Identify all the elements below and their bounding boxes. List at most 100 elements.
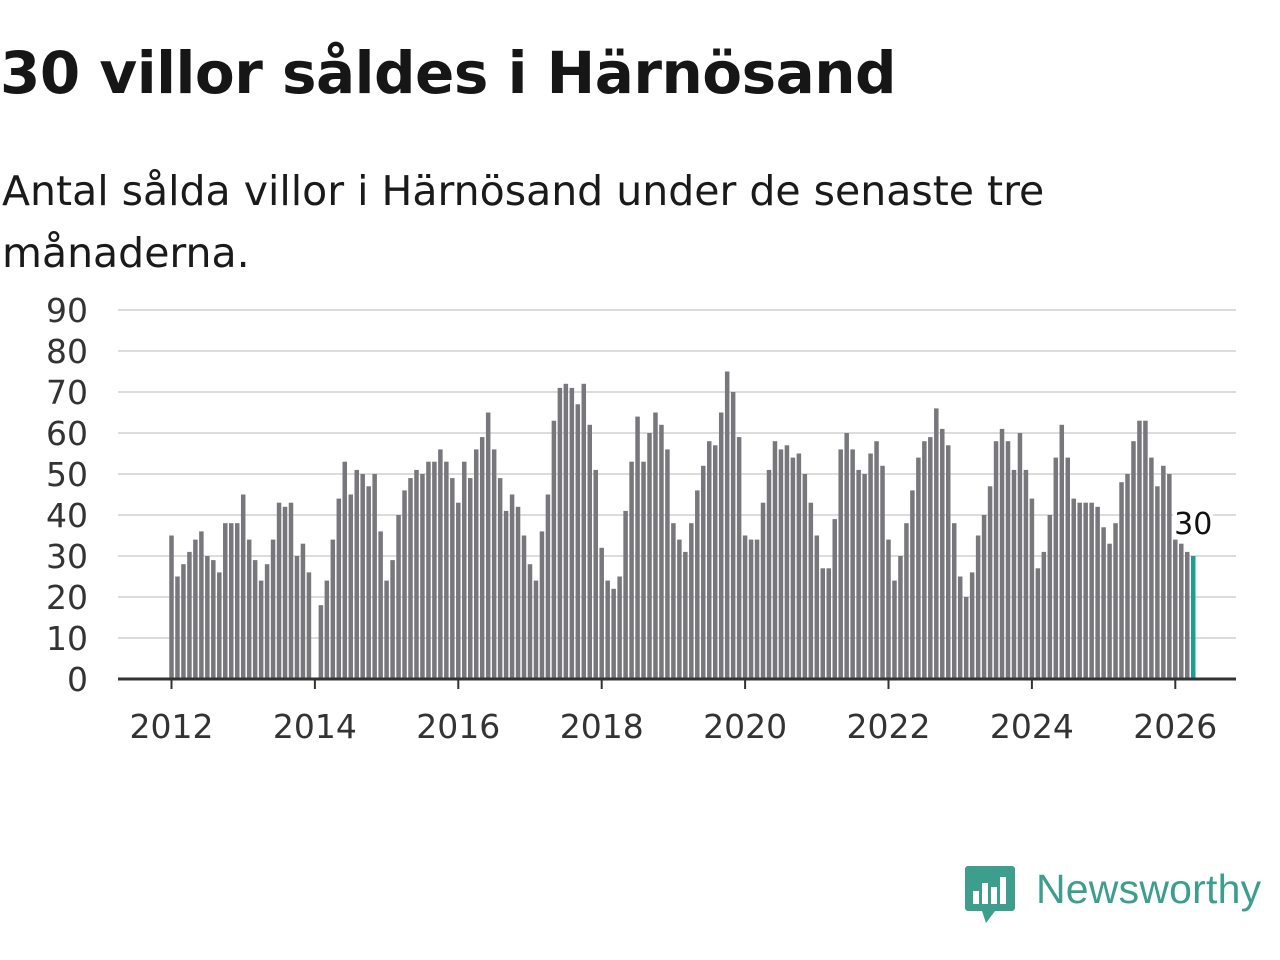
bar xyxy=(695,490,700,679)
bar xyxy=(617,576,622,679)
bar xyxy=(205,556,210,679)
bar xyxy=(485,412,491,679)
bar xyxy=(515,506,521,679)
bar xyxy=(814,535,820,679)
y-tick-label: 10 xyxy=(46,619,88,658)
bar xyxy=(175,576,180,679)
bar xyxy=(838,449,843,679)
bar xyxy=(276,502,282,679)
bar xyxy=(940,428,945,679)
bar xyxy=(348,494,353,679)
bar xyxy=(880,465,885,679)
latest-value-label: 30 xyxy=(1174,507,1212,542)
bar xyxy=(641,461,646,679)
bar xyxy=(1053,457,1059,679)
x-tick-label: 2014 xyxy=(273,707,357,746)
bar xyxy=(820,568,826,679)
x-tick-label: 2022 xyxy=(847,707,931,746)
bar xyxy=(1119,482,1124,679)
bar xyxy=(1137,420,1142,679)
bar xyxy=(336,498,342,679)
bar xyxy=(1011,469,1017,679)
bar xyxy=(975,535,981,679)
bar xyxy=(1017,433,1023,679)
bar xyxy=(468,478,473,679)
bar xyxy=(563,383,569,679)
bar xyxy=(324,580,330,679)
x-tick-label: 2018 xyxy=(560,707,644,746)
bar xyxy=(742,535,748,679)
bar xyxy=(1131,441,1136,679)
bar xyxy=(611,588,616,679)
bar xyxy=(420,474,425,679)
bar xyxy=(557,387,563,679)
bar xyxy=(593,469,598,679)
bar xyxy=(234,523,240,679)
bar xyxy=(874,441,879,679)
bar xyxy=(647,433,652,679)
bar xyxy=(683,551,688,679)
bar xyxy=(294,556,300,679)
bar xyxy=(246,539,252,679)
bar xyxy=(1185,551,1190,679)
bar xyxy=(384,580,389,679)
bars xyxy=(169,371,1196,679)
bar xyxy=(778,449,784,679)
bar xyxy=(181,564,186,679)
bar xyxy=(575,404,581,679)
bar xyxy=(946,445,951,679)
brand-name: Newsworthy xyxy=(1036,865,1262,912)
bar xyxy=(270,539,276,679)
bar xyxy=(659,424,664,679)
bar xyxy=(193,539,198,679)
bar xyxy=(957,576,963,679)
y-tick-label: 90 xyxy=(46,291,88,330)
bar xyxy=(545,494,551,679)
bar xyxy=(951,523,957,679)
bar xyxy=(1095,506,1100,679)
bar xyxy=(252,560,258,679)
bar xyxy=(599,547,604,679)
bar xyxy=(904,523,909,679)
bar xyxy=(372,474,377,679)
bar xyxy=(671,523,676,679)
bar xyxy=(414,469,419,679)
bar xyxy=(963,597,969,679)
bar xyxy=(1023,469,1029,679)
bar xyxy=(868,453,873,679)
bar xyxy=(1035,568,1041,679)
x-tick-label: 2012 xyxy=(130,707,214,746)
chart-title: 30 villor såldes i Härnösand xyxy=(0,39,897,107)
bar xyxy=(856,469,861,679)
bar xyxy=(1005,441,1011,679)
bar xyxy=(826,568,831,679)
bar xyxy=(1173,539,1178,679)
bar xyxy=(1089,502,1094,679)
bar xyxy=(288,502,294,679)
bar xyxy=(408,478,413,679)
bar xyxy=(677,539,682,679)
bar xyxy=(724,371,730,679)
bar xyxy=(934,408,939,679)
bar xyxy=(736,437,742,679)
bar xyxy=(187,551,192,679)
bar xyxy=(718,412,724,679)
bar-latest xyxy=(1190,556,1196,679)
bar xyxy=(689,523,694,679)
bar xyxy=(969,572,975,679)
x-tick-label: 2016 xyxy=(416,707,500,746)
bar xyxy=(623,510,628,679)
y-tick-label: 40 xyxy=(46,496,88,535)
y-tick-label: 20 xyxy=(46,578,88,617)
bar xyxy=(462,461,467,679)
bar xyxy=(1149,457,1154,679)
bar xyxy=(629,461,634,679)
bar xyxy=(521,535,527,679)
x-tick-label: 2020 xyxy=(703,707,787,746)
bar xyxy=(1071,498,1076,679)
y-tick-label: 30 xyxy=(46,537,88,576)
bar xyxy=(360,474,365,679)
bar xyxy=(910,490,915,679)
